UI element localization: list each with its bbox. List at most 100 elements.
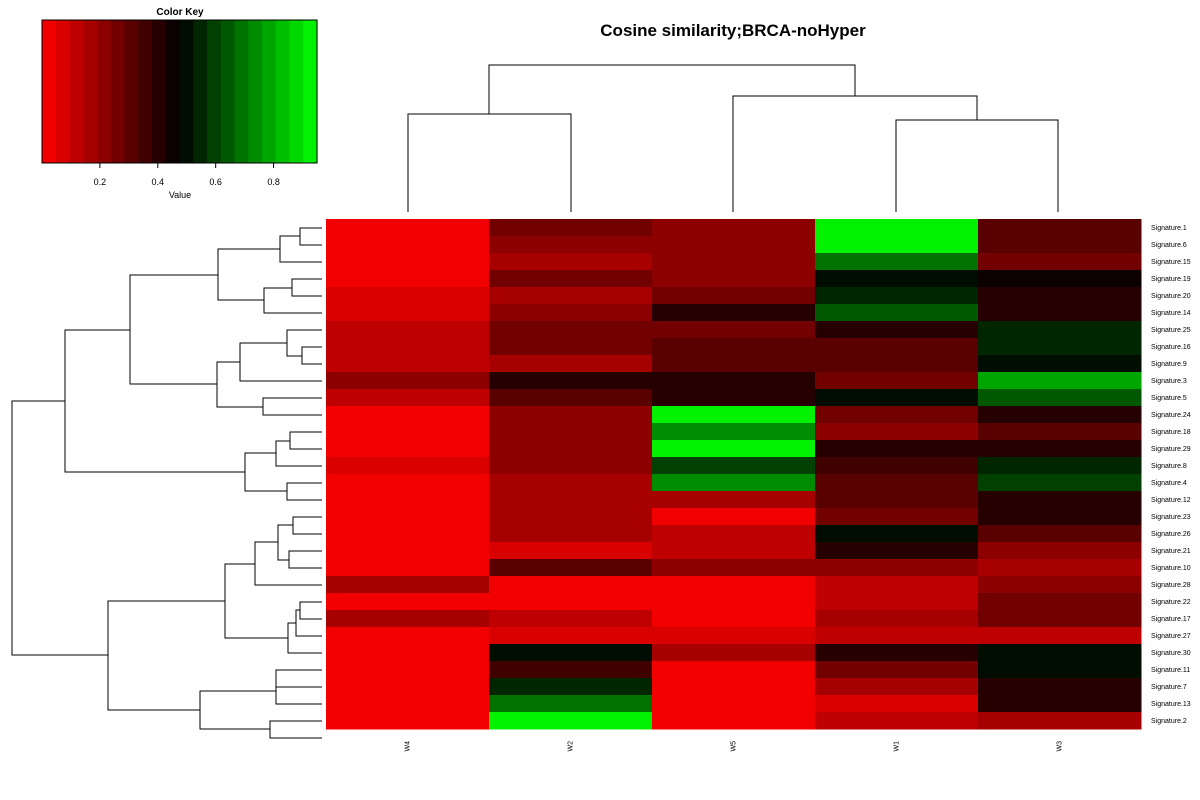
column-label: W3	[1057, 741, 1064, 752]
heatmap-cell	[978, 304, 1142, 322]
heatmap-cell	[326, 712, 490, 730]
heatmap-cell	[489, 287, 653, 305]
row-dendro-branch	[286, 482, 322, 501]
row-dendro-branch	[288, 550, 322, 569]
heatmap-cell	[489, 389, 653, 407]
heatmap-cell	[978, 474, 1142, 492]
row-dendro-branch	[11, 400, 108, 656]
heatmap-cell	[815, 219, 979, 237]
heatmap-cell	[978, 423, 1142, 441]
color-key-bin	[193, 20, 208, 163]
heatmap-cell	[326, 491, 490, 509]
heatmap-cell	[326, 304, 490, 322]
heatmap-cell	[489, 576, 653, 594]
row-dendro-branch	[263, 287, 322, 314]
row-label: Signature.24	[1151, 412, 1191, 419]
heatmap-cell	[815, 440, 979, 458]
row-label: Signature.29	[1151, 446, 1191, 453]
heatmap-cell	[652, 338, 816, 356]
heatmap-cell	[326, 542, 490, 560]
heatmap-cell	[489, 270, 653, 288]
row-label: Signature.6	[1151, 242, 1187, 249]
heatmap-cell	[978, 440, 1142, 458]
row-label: Signature.1	[1151, 225, 1187, 232]
color-key-bin	[165, 20, 181, 163]
color-key-bin	[303, 20, 318, 163]
row-label: Signature.22	[1151, 599, 1191, 606]
heatmap-cell	[815, 474, 979, 492]
row-label: Signature.23	[1151, 514, 1191, 521]
row-dendro-branch	[301, 346, 322, 365]
row-label: Signature.2	[1151, 718, 1187, 725]
heatmap-cell	[489, 457, 653, 475]
color-key-bin	[124, 20, 139, 163]
heatmap-cell	[489, 474, 653, 492]
heatmap-cell	[815, 236, 979, 254]
heatmap-cell	[326, 695, 490, 713]
color-key-tick-label: 0.6	[209, 177, 222, 187]
heatmap-cell	[489, 491, 653, 509]
row-label: Signature.30	[1151, 650, 1191, 657]
heatmap-cell	[489, 304, 653, 322]
heatmap-cell	[489, 644, 653, 662]
row-dendro-branch	[279, 235, 322, 263]
heatmap-cell	[326, 559, 490, 577]
color-key-tick-label: 0.2	[94, 177, 107, 187]
heatmap-cell	[815, 355, 979, 373]
heatmap-cell	[326, 661, 490, 679]
row-dendro-branch	[244, 452, 287, 492]
heatmap-cell	[652, 610, 816, 628]
heatmap-cell	[978, 457, 1142, 475]
heatmap-cell	[815, 644, 979, 662]
heatmap-cell	[978, 508, 1142, 526]
heatmap-cell	[978, 559, 1142, 577]
row-dendro-branch	[224, 563, 288, 639]
heatmap-cell	[489, 593, 653, 611]
heatmap-cell	[489, 338, 653, 356]
row-dendro-branch	[239, 342, 322, 382]
heatmap-cell	[978, 219, 1142, 237]
heatmap-cell	[489, 372, 653, 390]
color-key-bin	[179, 20, 194, 163]
heatmap-cell	[815, 491, 979, 509]
heatmap-cell	[652, 474, 816, 492]
heatmap-cell	[652, 712, 816, 730]
row-label: Signature.4	[1151, 480, 1187, 487]
row-label: Signature.3	[1151, 378, 1187, 385]
row-label: Signature.19	[1151, 276, 1191, 283]
row-dendro-branch	[289, 431, 322, 450]
heatmap-cell	[489, 627, 653, 645]
heatmap-cell	[489, 423, 653, 441]
col-dendro-branch	[407, 113, 572, 212]
heatmap-cell	[815, 338, 979, 356]
row-label: Signature.12	[1151, 497, 1191, 504]
heatmap-cell	[815, 678, 979, 696]
column-label: W2	[568, 741, 575, 752]
row-dendro-branch	[277, 524, 293, 561]
heatmap-cell	[815, 389, 979, 407]
heatmap-cell	[978, 321, 1142, 339]
color-key-bin	[83, 20, 98, 163]
heatmap-cell	[326, 406, 490, 424]
heatmap-cell	[815, 321, 979, 339]
chart-title: Cosine similarity;BRCA-noHyper	[600, 21, 866, 40]
color-key-tick-label: 0.4	[152, 177, 165, 187]
row-dendro-branch	[299, 601, 322, 620]
heatmap-cell	[652, 644, 816, 662]
heatmap-cell	[652, 559, 816, 577]
heatmap-cell	[489, 661, 653, 679]
heatmap-cell	[489, 542, 653, 560]
heatmap-cell	[326, 270, 490, 288]
heatmap-cell	[489, 678, 653, 696]
heatmap-cell	[326, 457, 490, 475]
row-dendro-branch	[217, 248, 280, 301]
heatmap-cell	[326, 423, 490, 441]
heatmap-cell	[489, 355, 653, 373]
color-key-bin	[42, 20, 57, 163]
heatmap-cell	[489, 253, 653, 271]
heatmap-cell	[815, 542, 979, 560]
row-label: Signature.16	[1151, 344, 1191, 351]
heatmap-cell	[326, 338, 490, 356]
column-dendrogram	[407, 64, 1059, 212]
